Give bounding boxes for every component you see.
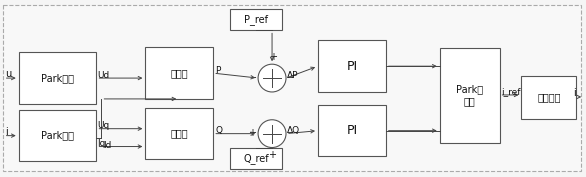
Bar (145, 108, 213, 159)
Text: 乘法器: 乘法器 (171, 129, 188, 139)
Bar (440, 48, 499, 142)
Text: Park反
变换: Park反 变换 (456, 85, 483, 106)
Text: Park变换: Park变换 (41, 131, 74, 141)
Text: Ud: Ud (97, 71, 110, 80)
Text: -: - (253, 72, 256, 82)
Text: P: P (215, 66, 220, 75)
Text: i: i (573, 88, 576, 98)
Text: +: + (269, 52, 277, 62)
Bar (318, 40, 386, 92)
Text: Iq: Iq (97, 139, 106, 148)
Text: PI: PI (346, 60, 357, 73)
Bar (19, 52, 97, 104)
Text: 乘法器: 乘法器 (171, 68, 188, 78)
Text: Id: Id (104, 141, 112, 150)
Text: Q_ref: Q_ref (243, 153, 269, 164)
Text: i_ref: i_ref (502, 87, 521, 96)
Circle shape (258, 120, 286, 148)
Bar (230, 9, 282, 30)
Text: ΔQ: ΔQ (287, 126, 300, 135)
Bar (230, 148, 282, 169)
Text: +: + (248, 128, 256, 138)
Text: P_ref: P_ref (244, 14, 268, 25)
Bar (318, 105, 386, 156)
Text: Park变换: Park变换 (41, 73, 74, 83)
Text: u: u (5, 69, 11, 79)
Text: ΔP: ΔP (287, 71, 298, 80)
Text: PI: PI (346, 124, 357, 137)
Bar (19, 110, 97, 161)
Text: 电流内环: 电流内环 (537, 92, 561, 102)
Bar (145, 47, 213, 99)
Circle shape (258, 64, 286, 92)
Text: Uq: Uq (97, 121, 110, 130)
Text: i: i (5, 127, 8, 137)
Text: Q: Q (215, 126, 222, 135)
Bar (522, 76, 576, 119)
Text: +: + (268, 150, 276, 159)
